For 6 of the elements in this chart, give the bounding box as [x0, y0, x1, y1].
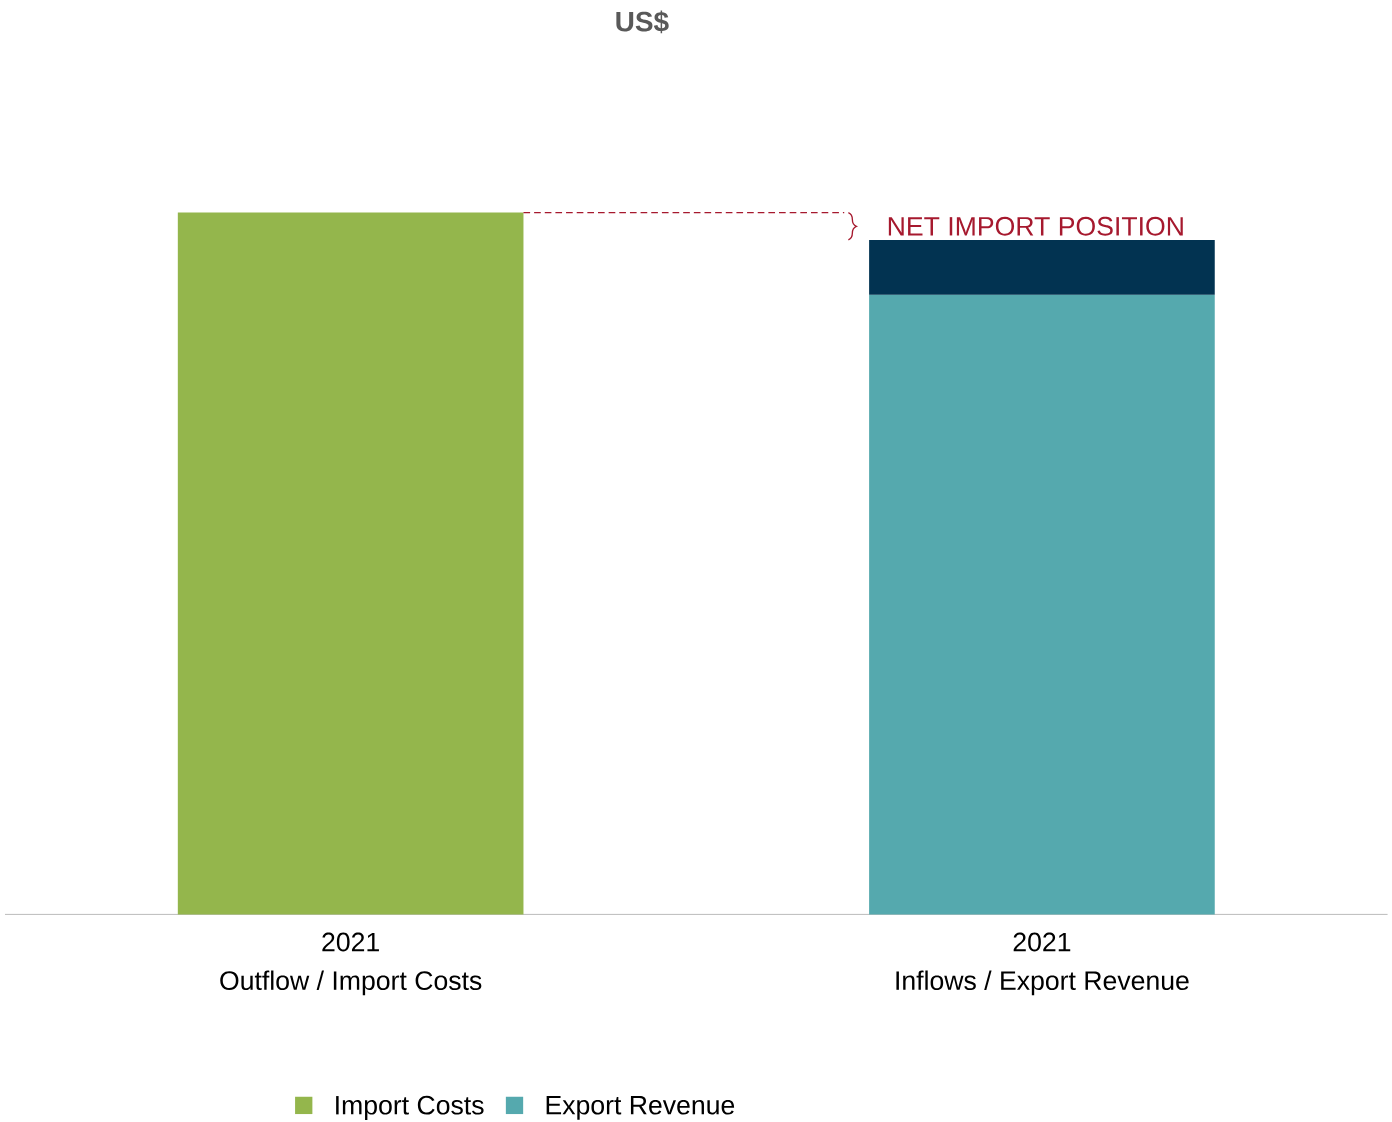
chart-title: US$	[616, 10, 669, 34]
ref-line-label: NET IMPORT POSITION	[888, 217, 1183, 236]
legend-label: Import Costs	[336, 1095, 484, 1121]
legend-label: Export Revenue	[546, 1096, 735, 1120]
x-tick-label: 2021 Outflow / Import Costs	[220, 932, 482, 996]
x-tick-label: 2021 Inflows / Export Revenue	[896, 932, 1189, 996]
